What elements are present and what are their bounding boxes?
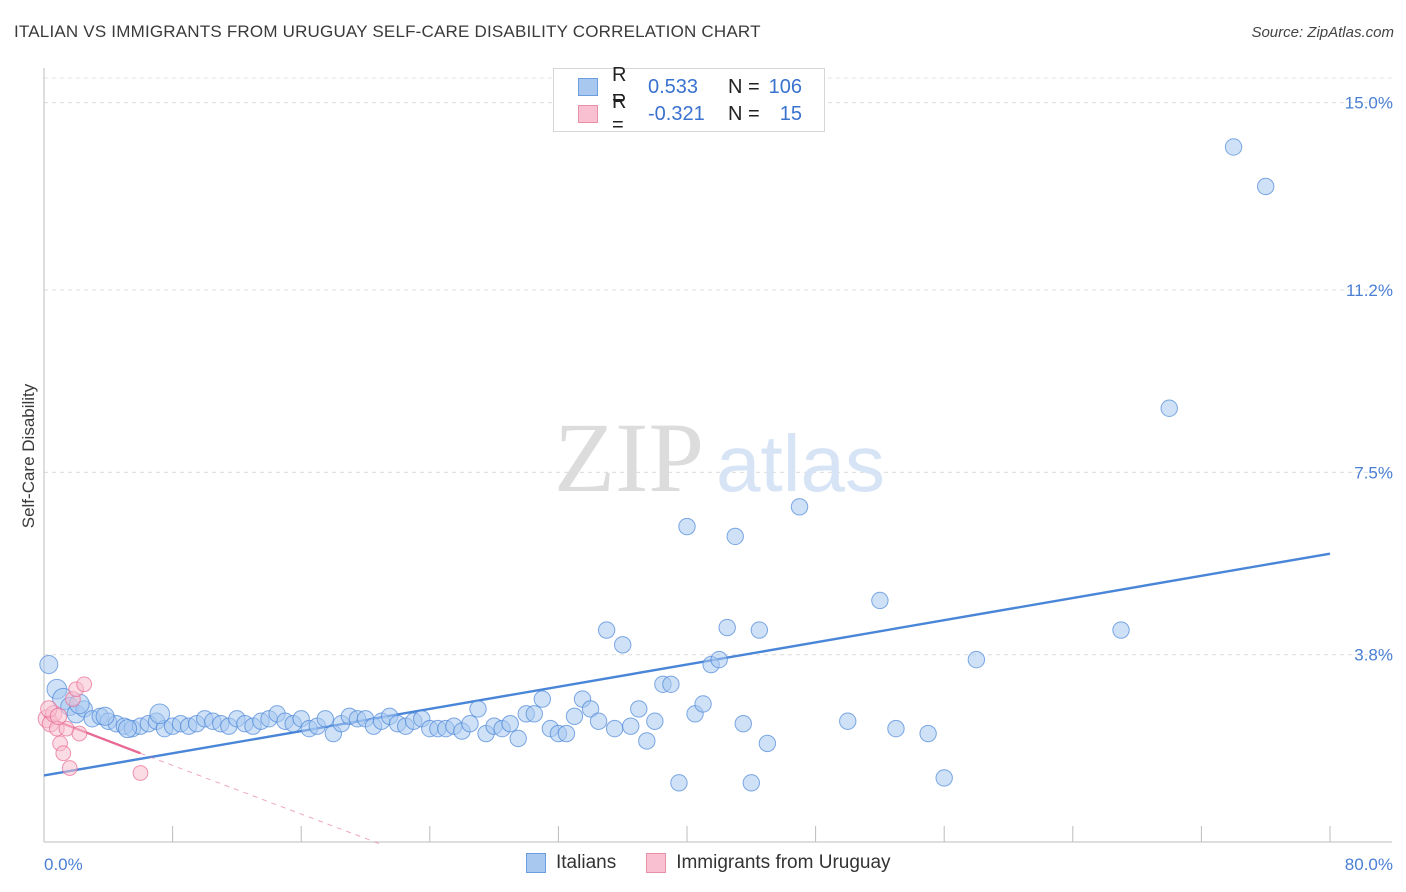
trend-line-extension-uruguay — [140, 752, 382, 845]
point-italians — [614, 636, 632, 654]
r-label: R = — [612, 64, 627, 109]
point-uruguay — [132, 765, 149, 781]
x-tick-label-max: 80.0% — [1345, 855, 1393, 874]
ticks: 3.8% 7.5% 11.2% 15.0% 0.0% 80.0% — [44, 94, 1393, 874]
point-italians — [839, 712, 857, 730]
point-italians — [461, 715, 479, 733]
point-italians — [1224, 138, 1243, 156]
point-uruguay — [49, 707, 68, 726]
point-italians — [935, 769, 953, 787]
series-legend: Italians Immigrants from Uruguay — [526, 852, 921, 874]
legend-label-uruguay: Immigrants from Uruguay — [676, 852, 891, 873]
watermark: ZIP atlas — [554, 402, 885, 513]
y-axis-label: Self-Care Disability — [19, 383, 38, 528]
point-italians — [118, 719, 138, 739]
point-italians — [597, 621, 616, 639]
watermark-zip: ZIP — [554, 402, 704, 513]
point-italians — [790, 498, 809, 516]
point-italians — [670, 774, 688, 792]
r-value: 0.533 — [648, 75, 699, 98]
point-italians — [638, 732, 656, 750]
legend-swatch-uruguay — [646, 853, 667, 873]
point-italians — [509, 729, 527, 748]
point-italians — [39, 655, 59, 675]
y-tick-label: 11.2% — [1346, 281, 1393, 300]
point-italians — [565, 707, 584, 726]
point-italians — [1257, 177, 1275, 196]
legend-item-italians[interactable]: Italians — [526, 852, 616, 874]
n-value: 106 — [768, 75, 802, 98]
n-value: 15 — [779, 102, 802, 125]
trend-lines — [43, 552, 1331, 845]
point-italians — [710, 650, 728, 669]
point-italians — [1160, 399, 1178, 417]
point-uruguay — [76, 676, 93, 693]
r-label: R = — [612, 91, 627, 136]
n-label: N = — [728, 102, 760, 125]
legend-swatch-italians — [578, 78, 598, 96]
legend-row-italians: R = 0.533 N = 106 — [578, 64, 802, 109]
point-italians — [694, 695, 712, 713]
point-uruguay — [71, 725, 88, 742]
grid-lines — [44, 77, 1392, 656]
point-italians — [871, 591, 889, 610]
chart-title: ITALIAN VS IMMIGRANTS FROM URUGUAY SELF-… — [14, 22, 761, 41]
point-italians — [622, 717, 640, 735]
point-italians — [469, 700, 487, 718]
point-italians — [742, 774, 760, 792]
point-italians — [95, 706, 115, 726]
point-italians — [750, 621, 769, 639]
point-uruguay — [55, 745, 72, 762]
data-points — [37, 138, 1275, 792]
source-label: Source: ZipAtlas.com — [1251, 24, 1394, 41]
legend-swatch-italians — [526, 853, 546, 873]
x-tick-label-min: 0.0% — [44, 855, 83, 874]
r-value: -0.321 — [648, 102, 705, 125]
y-tick-label: 3.8% — [1354, 646, 1393, 665]
stats-legend: R = 0.533 N = 106 R = -0.321 N = 15 — [553, 64, 825, 136]
point-italians — [726, 527, 744, 546]
point-italians — [678, 517, 696, 536]
point-uruguay — [61, 760, 78, 776]
legend-swatch-uruguay — [578, 105, 598, 123]
point-italians — [589, 712, 608, 730]
point-italians — [1112, 621, 1130, 639]
n-label: N = — [728, 75, 760, 98]
watermark-atlas: atlas — [716, 419, 885, 508]
point-italians — [149, 703, 171, 725]
trend-line-italians — [43, 552, 1331, 777]
point-italians — [646, 712, 664, 730]
point-italians — [316, 710, 335, 728]
point-italians — [887, 719, 905, 738]
point-italians — [718, 618, 736, 637]
legend-item-uruguay[interactable]: Immigrants from Uruguay — [646, 852, 891, 874]
point-italians — [662, 675, 680, 693]
point-italians — [967, 650, 986, 669]
point-italians — [734, 715, 752, 733]
point-italians — [919, 724, 937, 743]
point-italians — [501, 715, 519, 733]
y-tick-label: 15.0% — [1345, 94, 1393, 113]
y-tick-label: 7.5% — [1354, 463, 1393, 482]
point-italians — [581, 700, 600, 718]
legend-row-uruguay: R = -0.321 N = 15 — [578, 91, 802, 136]
point-italians — [525, 705, 543, 723]
point-italians — [557, 724, 576, 743]
legend-label-italians: Italians — [556, 852, 617, 873]
point-italians — [630, 700, 648, 718]
point-italians — [605, 719, 624, 738]
point-italians — [758, 734, 777, 753]
point-italians — [533, 690, 552, 708]
